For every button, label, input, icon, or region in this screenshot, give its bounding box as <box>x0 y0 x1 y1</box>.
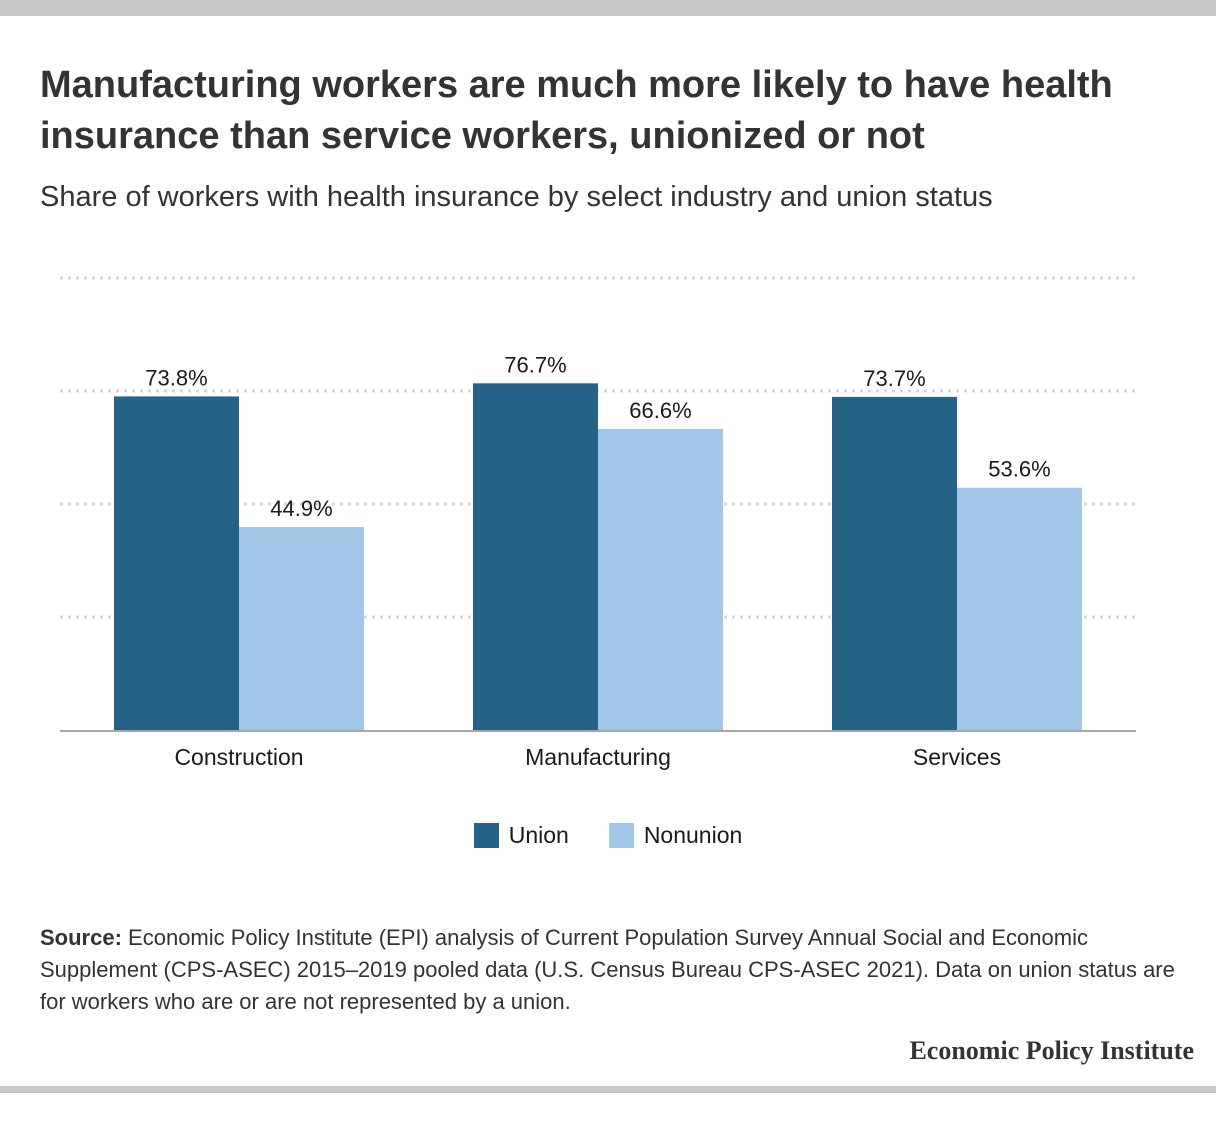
bar-services-nonunion <box>957 487 1082 730</box>
category-label-services: Services <box>913 744 1001 770</box>
brand-logo-text: Economic Policy Institute <box>909 1036 1194 1065</box>
chart-title: Manufacturing workers are much more like… <box>40 64 1113 157</box>
source-label: Source: <box>40 925 122 950</box>
legend-swatch-union <box>473 823 499 848</box>
legend-label-union: Union <box>508 822 569 848</box>
category-label-construction: Construction <box>174 744 303 770</box>
chart-legend: Union Nonunion <box>0 822 1216 849</box>
bar-services-union <box>832 396 957 730</box>
value-label-services-union: 73.7% <box>863 366 925 391</box>
source-text: Economic Policy Institute (EPI) analysis… <box>40 925 1175 1014</box>
value-label-manufacturing-nonunion: 66.6% <box>629 398 691 423</box>
legend-item-union: Union <box>473 822 569 849</box>
legend-swatch-nonunion <box>608 823 634 848</box>
source-note: Source: Economic Policy Institute (EPI) … <box>40 922 1180 1018</box>
value-label-construction-union: 73.8% <box>145 365 207 390</box>
value-label-services-nonunion: 53.6% <box>988 457 1050 482</box>
bar-manufacturing-union <box>473 383 598 730</box>
value-label-construction-nonunion: 44.9% <box>270 496 332 521</box>
legend-item-nonunion: Nonunion <box>608 822 743 849</box>
bottom-rule <box>0 1086 1216 1093</box>
bar-manufacturing-nonunion <box>598 428 723 730</box>
category-label-manufacturing: Manufacturing <box>525 744 671 770</box>
legend-label-nonunion: Nonunion <box>643 822 743 848</box>
chart-subtitle: Share of workers with health insurance b… <box>40 181 993 213</box>
bar-construction-union <box>114 396 239 730</box>
bar-chart: 73.8% 44.9% Construction 76.7% 66.6% Manufact… <box>60 276 1136 770</box>
top-rule <box>0 0 1216 16</box>
value-label-manufacturing-union: 76.7% <box>504 352 566 377</box>
bar-construction-nonunion <box>239 527 364 730</box>
